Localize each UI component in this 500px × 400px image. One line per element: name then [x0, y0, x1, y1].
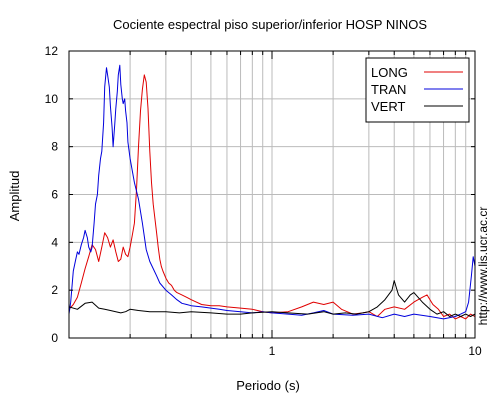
x-tick-label: 1	[269, 344, 276, 358]
legend-label-vert: VERT	[371, 99, 405, 114]
y-tick-label: 10	[45, 92, 59, 106]
series-line-vert	[69, 280, 475, 317]
x-tick-label: 10	[468, 344, 482, 358]
legend: LONG TRAN VERT	[365, 57, 470, 123]
y-tick-label: 6	[51, 188, 58, 202]
legend-label-long: LONG	[371, 65, 408, 80]
y-tick-label: 12	[45, 44, 59, 58]
axes: 0 2 4 6 8 10 12 1 10	[45, 44, 482, 358]
side-url-note: http://www.lis.ucr.ac.cr	[476, 207, 490, 326]
legend-label-tran: TRAN	[371, 82, 406, 97]
chart-title: Cociente espectral piso superior/inferio…	[113, 17, 427, 32]
series-line-tran	[69, 64, 475, 320]
y-axis-label: Amplitud	[7, 171, 22, 222]
grid	[69, 51, 475, 338]
y-tick-label: 4	[51, 235, 58, 249]
y-tick-label: 0	[51, 331, 58, 345]
series-layer	[69, 64, 475, 320]
y-tick-label: 2	[51, 283, 58, 297]
y-tick-label: 8	[51, 140, 58, 154]
x-axis-label: Periodo (s)	[236, 378, 300, 393]
series-line-long	[69, 74, 475, 320]
legend-box	[365, 57, 470, 123]
